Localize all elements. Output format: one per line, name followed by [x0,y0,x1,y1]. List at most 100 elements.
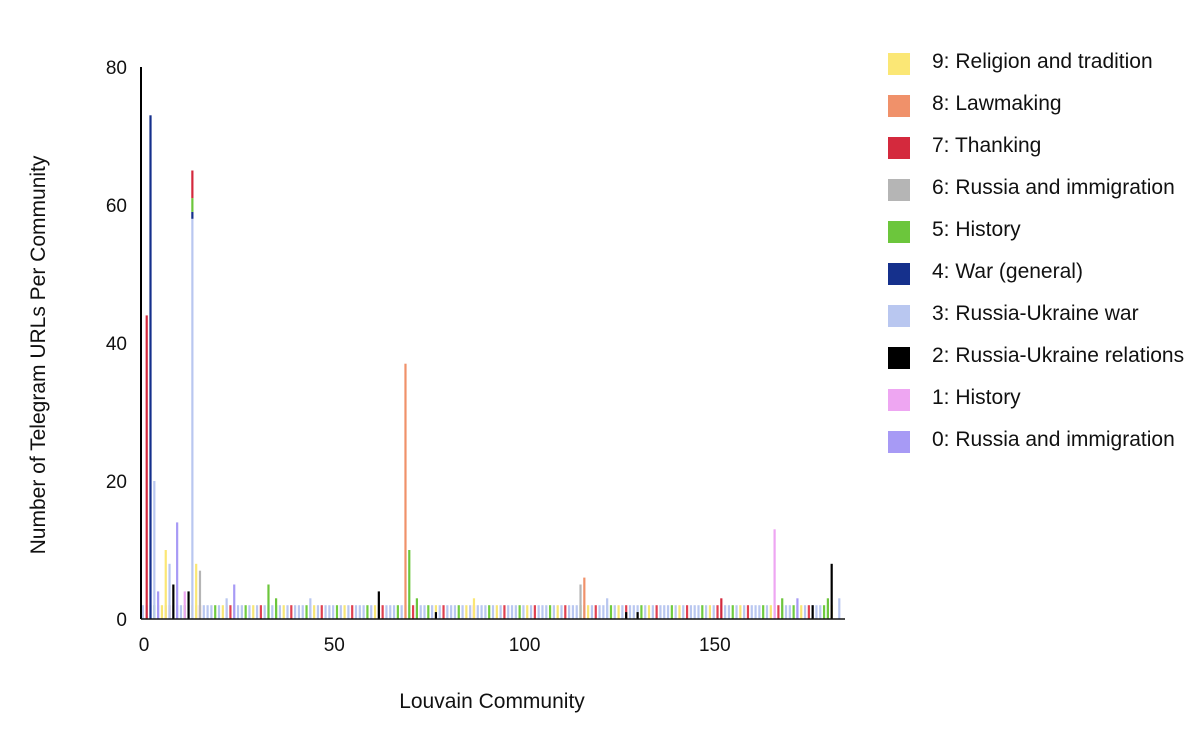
bar-baseline [701,605,704,619]
y-tick-label: 40 [106,334,127,355]
bar-baseline [769,605,772,619]
y-tick-label: 80 [106,58,127,79]
bar-baseline [469,605,472,619]
bar-baseline [541,605,544,619]
bar-baseline [621,605,624,619]
bar-baseline [179,605,183,619]
bar-baseline [705,605,708,619]
bar-segment [625,612,628,619]
bar-segment [145,315,148,619]
bar-baseline [358,605,361,619]
bar-baseline [461,605,464,619]
bar-segment [811,605,814,619]
bar-segment [434,612,438,619]
bar-baseline [206,605,209,619]
legend-swatch [888,347,910,369]
bar-baseline [510,605,514,619]
bar-baseline [286,605,289,619]
bar-baseline [240,605,243,619]
bar-baseline [765,605,769,619]
bar-baseline [392,605,396,619]
bar-segment [191,170,194,199]
bar-segment [826,598,829,619]
bar-baseline [674,605,677,619]
bar-baseline [210,605,213,619]
bar-baseline [587,605,590,619]
bar-segment [796,598,799,619]
bar-baseline [651,605,654,619]
bar-baseline [354,605,358,619]
legend: 9: Religion and tradition 8: Lawmaking 7: … [888,50,1198,470]
bar-baseline [351,605,354,619]
legend-swatch [888,431,910,453]
bar-segment [781,598,784,619]
bar-segment [720,598,723,619]
bar-baseline [396,605,399,619]
bar-segment [472,598,476,619]
bar-baseline [571,605,575,619]
bar-baseline [788,605,791,619]
bar-baseline [381,605,384,619]
bar-baseline [758,605,761,619]
bar-segment [176,522,179,619]
bar-baseline [457,605,460,619]
bar-baseline [316,605,320,619]
bar-baseline [628,605,632,619]
bar-baseline [328,605,331,619]
legend-item: 5: History [888,218,1198,243]
bar-segment [191,198,194,212]
bar-baseline [716,605,719,619]
bar-baseline [339,605,342,619]
bar-baseline [800,605,803,619]
y-tick-labels: 0 20 40 60 80 [106,58,127,631]
bar-baseline [503,605,506,619]
bar-baseline [727,605,731,619]
bar-baseline [697,605,700,619]
bar-baseline [560,605,563,619]
y-axis-title: Number of Telegram URLs Per Community [27,155,50,554]
bar-baseline [221,605,224,619]
bar-segment [168,563,171,619]
x-tick-label: 150 [699,635,731,656]
bar-baseline [617,605,620,619]
legend-item: 2: Russia-Ukraine relations [888,344,1198,369]
bar-segment [415,598,418,619]
bar-segment [773,529,776,619]
bar-baseline [750,605,753,619]
legend-label: 3: Russia-Ukraine war [932,302,1139,325]
bar-segment [225,598,228,619]
bar-segment [153,481,156,619]
bar-segment [172,584,175,619]
legend-swatch [888,221,910,243]
bar-baseline [313,605,316,619]
bar-baseline [411,605,415,619]
bar-baseline [324,605,327,619]
bar-baseline [803,605,807,619]
bar-baseline [822,605,826,619]
bar-baseline [682,605,685,619]
bar-baseline [214,605,217,619]
bar-baseline [533,605,536,619]
bar-baseline [746,605,750,619]
bar-segment [830,563,833,619]
bar-baseline [385,605,388,619]
bar-baseline [278,605,281,619]
bar-baseline [495,605,498,619]
bar-baseline [659,605,662,619]
x-axis-title: Louvain Community [399,690,585,713]
bar-baseline [598,605,601,619]
x-tick-label: 100 [509,635,541,656]
bar-baseline [556,605,559,619]
bar-baseline [712,605,715,619]
bar-baseline [362,605,365,619]
bar-baseline [594,605,597,619]
bar-baseline [290,605,293,619]
bar-baseline [252,605,255,619]
legend-swatch [888,389,910,411]
bar-baseline [663,605,666,619]
bar-baseline [731,605,734,619]
bar-segment [191,211,194,219]
bar-baseline [685,605,689,619]
bar-baseline [305,605,308,619]
bar-segment [636,612,639,619]
